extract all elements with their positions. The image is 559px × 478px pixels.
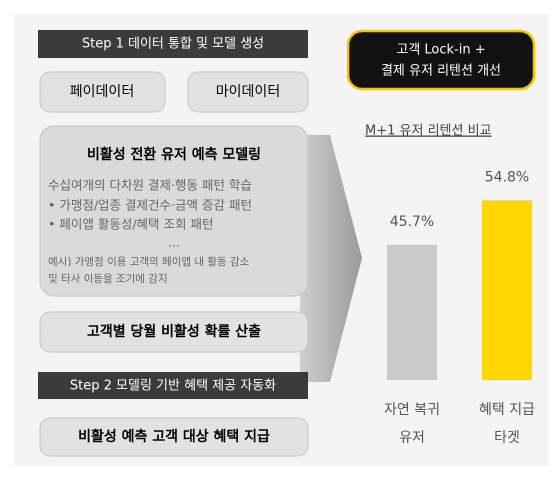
step1-bar xyxy=(38,30,308,58)
model-line: • 페이앱 활동성/혜택 조회 패턴 xyxy=(48,217,213,232)
source-box xyxy=(39,71,166,113)
model-box xyxy=(39,125,309,297)
model-example: 예시) 가맹점 이용 고객의 페이앱 내 활동 감소 xyxy=(48,255,250,268)
category-label: 혜택 지급 xyxy=(479,402,535,418)
model-line: … xyxy=(168,236,180,250)
probability-box xyxy=(39,311,309,353)
bar xyxy=(482,200,532,380)
goal-box xyxy=(346,29,536,91)
chart-title: M+1 유저 리텐션 비교 xyxy=(365,124,492,139)
value-label: 54.8% xyxy=(485,169,529,185)
probability-label: 고객별 당월 비활성 확률 산출 xyxy=(87,323,261,340)
action-box xyxy=(39,417,309,457)
value-label: 45.7% xyxy=(390,214,434,230)
source-box xyxy=(187,71,309,113)
category-label: 자연 복귀 xyxy=(384,402,440,418)
model-example: 및 타사 이동을 조기에 감지 xyxy=(48,273,168,285)
bar xyxy=(387,244,437,380)
step2-bar xyxy=(38,372,308,399)
source-label: 페이데이터 xyxy=(70,84,134,100)
step2-label: Step 2 모델링 기반 혜택 제공 자동화 xyxy=(70,379,276,394)
model-line: 수십여개의 다차원 결제·행동 패턴 학습 xyxy=(48,178,252,193)
source-label: 마이데이터 xyxy=(216,84,280,100)
category-label: 타겟 xyxy=(494,430,520,446)
goal-line: 고객 Lock-in + xyxy=(396,43,485,58)
action-label: 비활성 예측 고객 대상 혜택 지급 xyxy=(78,428,270,445)
category-label: 유저 xyxy=(399,430,425,446)
model-title: 비활성 전환 유저 예측 모델링 xyxy=(87,146,261,163)
model-line: • 가맹점/업종 결제건수·금액 증감 패턴 xyxy=(48,198,252,213)
arrow xyxy=(300,135,362,382)
step1-label: Step 1 데이터 통합 및 모델 생성 xyxy=(82,37,264,52)
goal-line: 결제 유저 리텐션 개선 xyxy=(381,64,501,79)
